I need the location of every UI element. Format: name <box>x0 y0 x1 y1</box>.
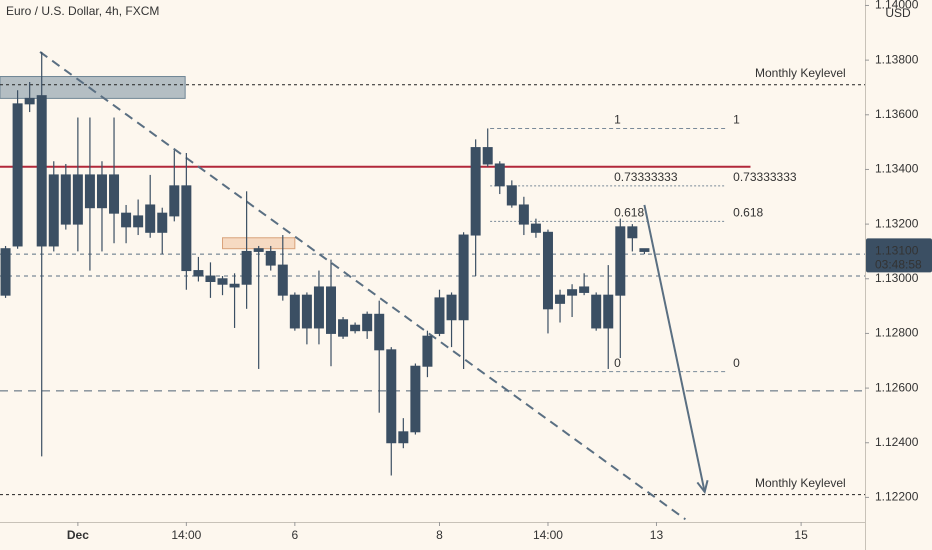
candle-body <box>350 324 361 332</box>
fib-label: 0 <box>614 356 621 370</box>
candle-body <box>530 223 541 233</box>
y-tick-label: 1.13800 <box>875 52 919 66</box>
currency-label: USD <box>885 6 911 20</box>
fib-label: 0.73333333 <box>733 170 797 184</box>
y-tick-label: 1.13200 <box>875 216 919 230</box>
candle-body <box>542 231 553 310</box>
x-tick-label: 15 <box>794 528 808 542</box>
candle-body <box>338 319 349 337</box>
candle-body <box>205 275 216 282</box>
price-tag <box>866 238 932 273</box>
candle-body <box>96 174 107 209</box>
y-tick-label: 1.13400 <box>875 162 919 176</box>
candle-body <box>48 174 59 247</box>
y-tick-label: 1.14000 <box>875 0 919 12</box>
candle-body <box>639 248 650 252</box>
candle-body <box>181 185 192 272</box>
candle-body <box>458 234 469 321</box>
countdown: 03:48:58 <box>875 258 922 272</box>
candle-body <box>518 204 529 225</box>
x-tick-label: 14:00 <box>171 528 201 542</box>
title-bg <box>0 2 160 20</box>
level-label: Monthly Keylevel <box>755 476 846 490</box>
candle-body <box>446 294 457 321</box>
candle-body <box>289 294 300 329</box>
candle-body <box>12 103 23 247</box>
candle-body <box>627 226 638 239</box>
candle-body <box>482 147 493 165</box>
candle-body <box>555 294 566 304</box>
candle-body <box>241 250 252 285</box>
candle-body <box>301 294 312 329</box>
x-tick-label: Dec <box>67 528 89 542</box>
fib-label: 0.73333333 <box>614 170 678 184</box>
candle-body <box>157 212 168 233</box>
fib-label: 0.618 <box>614 206 644 220</box>
candle-body <box>410 365 421 433</box>
level-label: Monthly Keylevel <box>755 66 846 80</box>
candle-body <box>265 250 276 266</box>
candle-body <box>506 185 517 206</box>
candle-body <box>72 174 83 225</box>
trendline <box>39 51 686 521</box>
candle-body <box>193 270 204 277</box>
candle-body <box>0 248 11 296</box>
candle-body <box>109 174 120 214</box>
fib-label: 0 <box>733 356 740 370</box>
x-tick-label: 6 <box>291 528 298 542</box>
candle-body <box>374 313 385 351</box>
fib-label: 1 <box>733 113 740 127</box>
candle-body <box>603 294 614 329</box>
candle-body <box>169 185 180 217</box>
x-tick-label: 14:00 <box>533 528 563 542</box>
y-tick-label: 1.12400 <box>875 435 919 449</box>
fib-label: 0.618 <box>733 206 763 220</box>
candle-body <box>229 283 240 288</box>
candle-body <box>24 97 35 105</box>
candle-body <box>217 278 228 285</box>
candle-body <box>567 289 578 296</box>
candle-body <box>313 286 324 329</box>
x-tick-label: 8 <box>436 528 443 542</box>
fib-label: 1 <box>614 113 621 127</box>
y-tick-label: 1.13600 <box>875 107 919 121</box>
arrow <box>643 204 706 493</box>
y-tick-label: 1.13000 <box>875 271 919 285</box>
candle-body <box>253 248 264 252</box>
price-tag-label: 1.13100 <box>875 244 919 258</box>
candle-body <box>145 204 156 233</box>
candle-body <box>121 212 132 228</box>
candle-body <box>579 286 590 293</box>
x-tick-label: 13 <box>650 528 664 542</box>
candle-body <box>494 163 505 187</box>
zone-box <box>0 76 186 99</box>
candle-body <box>326 286 337 334</box>
candle-body <box>422 335 433 367</box>
candle-body <box>60 174 71 225</box>
candle-body <box>591 294 602 329</box>
candle-body <box>277 264 288 296</box>
chart-title: Euro / U.S. Dollar, 4h, FXCM <box>6 4 159 18</box>
candle-body <box>36 95 47 247</box>
candle-body <box>386 349 397 444</box>
candle-body <box>615 226 626 296</box>
y-tick-label: 1.12200 <box>875 490 919 504</box>
y-tick-label: 1.12600 <box>875 380 919 394</box>
candle-body <box>434 297 445 334</box>
candle-body <box>84 174 95 209</box>
candle-body <box>362 313 373 332</box>
y-tick-label: 1.12800 <box>875 326 919 340</box>
candle-body <box>470 147 481 236</box>
arrow-head <box>696 480 709 495</box>
candle-body <box>133 215 144 228</box>
candle-body <box>398 431 409 444</box>
